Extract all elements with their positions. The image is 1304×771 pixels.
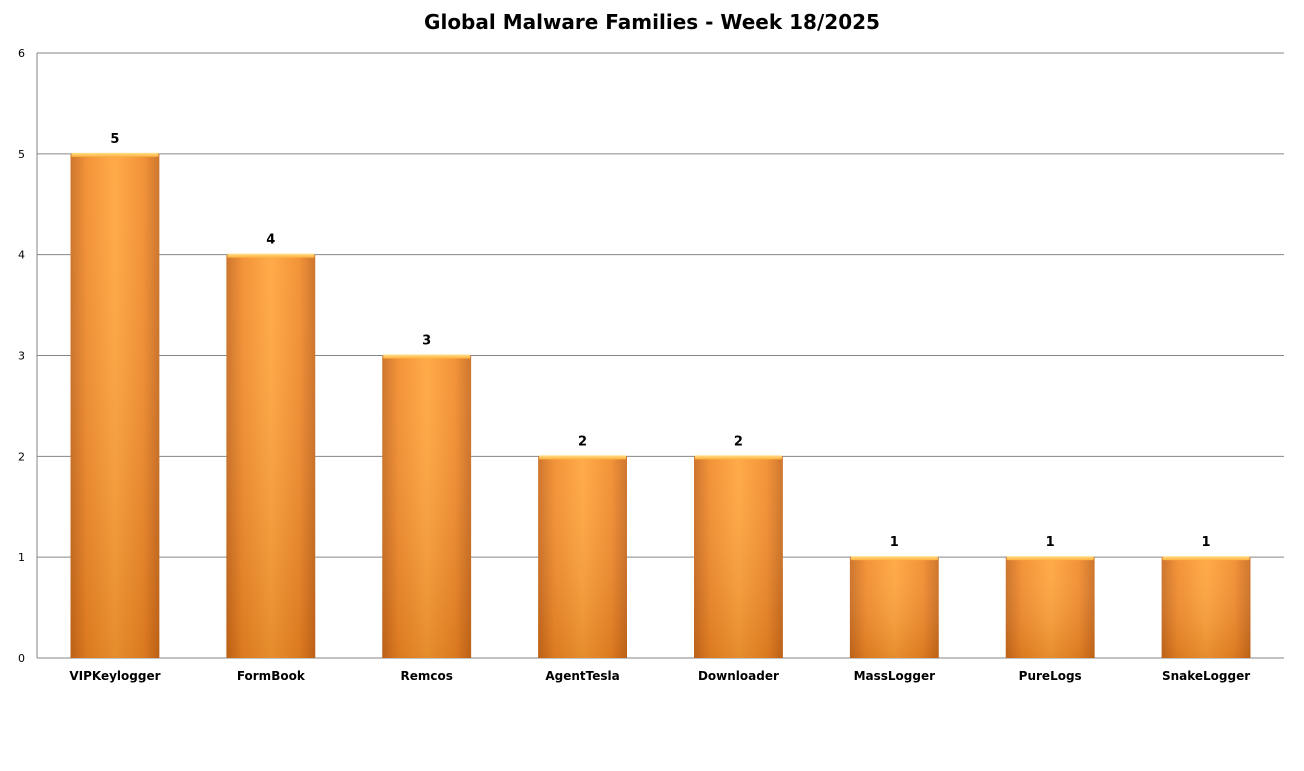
bar-remcos — [382, 354, 472, 658]
bar-top — [1006, 556, 1094, 561]
data-label: 4 — [266, 233, 275, 248]
y-tick-label: 5 — [18, 148, 25, 161]
y-tick-label: 6 — [18, 47, 25, 60]
x-tick-label: AgentTesla — [545, 669, 619, 683]
bar-top — [695, 455, 782, 460]
x-tick-label: PureLogs — [1019, 669, 1082, 683]
labels: 0 1 2 3 4 5 6 5 VIPKeylogger 4 FormBook 3 Remcos 2 Age… — [18, 47, 1250, 683]
bar-vipkeylogger — [70, 152, 160, 659]
data-label: 1 — [890, 535, 899, 550]
bar-agenttesla — [538, 455, 627, 658]
bar-shade — [226, 254, 316, 658]
bar-shade — [694, 456, 783, 658]
data-label: 2 — [578, 434, 587, 449]
bar-shade — [382, 355, 472, 658]
bar-masslogger — [849, 556, 939, 658]
bar-snakelogger — [1161, 556, 1251, 658]
data-label: 1 — [1046, 535, 1055, 550]
y-tick-label: 0 — [18, 652, 25, 665]
data-label: 5 — [110, 132, 119, 147]
data-label: 1 — [1202, 535, 1211, 550]
bar-top — [71, 152, 159, 157]
bar-shade — [538, 456, 627, 658]
bar-top — [539, 455, 626, 460]
y-tick-label: 2 — [18, 450, 25, 463]
data-label: 3 — [422, 334, 431, 349]
chart-title: Global Malware Families - Week 18/2025 — [424, 10, 880, 34]
bar-top — [227, 253, 315, 258]
y-tick-label: 3 — [18, 350, 25, 363]
bar-shade — [70, 153, 160, 659]
x-tick-label: MassLogger — [854, 669, 936, 683]
bar-formbook — [226, 253, 316, 658]
y-tick-label: 4 — [18, 249, 25, 262]
x-tick-label: VIPKeylogger — [69, 669, 160, 683]
bars — [70, 152, 1251, 659]
x-tick-label: Downloader — [698, 669, 779, 683]
x-tick-label: Remcos — [400, 669, 452, 683]
bar-downloader — [694, 455, 783, 658]
y-tick-label: 1 — [18, 551, 25, 564]
bar-top — [850, 556, 938, 561]
bar-shade — [1161, 557, 1251, 658]
x-tick-label: FormBook — [237, 669, 306, 683]
bar-top — [383, 354, 471, 359]
bar-top — [1162, 556, 1250, 561]
gridlines — [37, 52, 1284, 558]
bar-purelogs — [1005, 556, 1095, 658]
x-tick-label: SnakeLogger — [1162, 669, 1250, 683]
bar-shade — [1005, 557, 1095, 658]
bar-shade — [849, 557, 939, 658]
data-label: 2 — [734, 434, 743, 449]
